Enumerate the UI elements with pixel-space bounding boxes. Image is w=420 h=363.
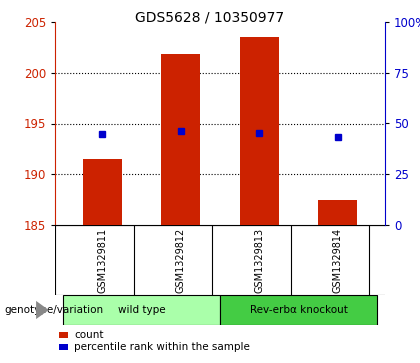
Text: GDS5628 / 10350977: GDS5628 / 10350977 [135,11,285,25]
Bar [82,159,122,225]
Text: GSM1329811: GSM1329811 [97,228,107,293]
Bar [240,37,279,225]
Text: count: count [74,330,103,340]
Text: percentile rank within the sample: percentile rank within the sample [74,342,250,352]
Bar [161,54,200,225]
Text: GSM1329813: GSM1329813 [254,228,264,293]
Text: GSM1329814: GSM1329814 [333,228,343,293]
Text: Rev-erbα knockout: Rev-erbα knockout [249,305,347,315]
Polygon shape [36,301,49,319]
Text: wild type: wild type [118,305,165,315]
Text: genotype/variation: genotype/variation [4,305,103,315]
Text: GSM1329812: GSM1329812 [176,227,186,293]
Bar [220,295,377,325]
Bar [63,295,220,325]
Bar [318,200,357,225]
